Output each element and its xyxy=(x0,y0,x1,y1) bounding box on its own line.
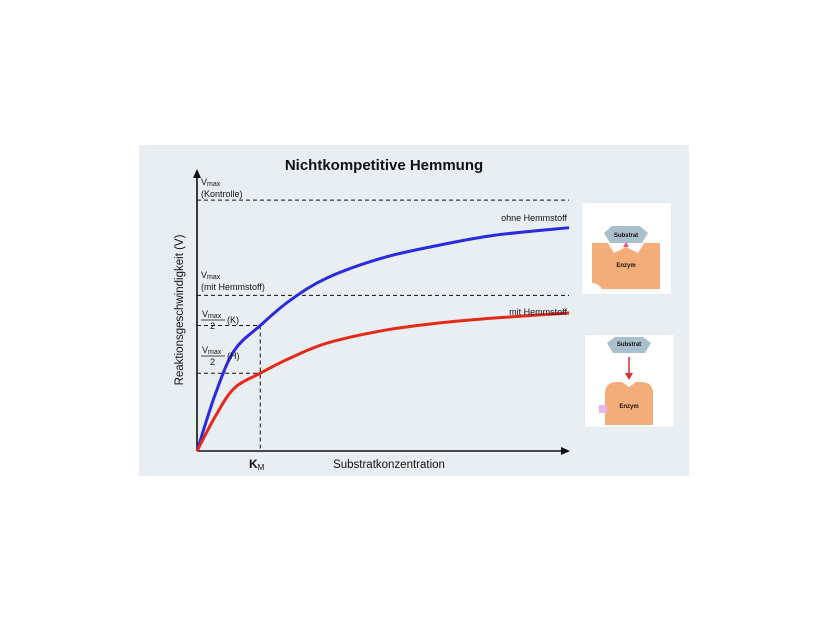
y-axis-label: Reaktionsgeschwindigkeit (V) xyxy=(174,234,186,385)
km-tick-label: KM xyxy=(249,457,265,472)
substrate-label: Substrat xyxy=(614,233,638,239)
vmax-kontrolle-sub: (Kontrolle) xyxy=(201,189,243,199)
substrate-shape xyxy=(607,337,651,353)
svg-text:Vmax: Vmax xyxy=(202,309,222,320)
axes xyxy=(193,169,570,455)
series-label-ohne: ohne Hemmstoff xyxy=(501,213,567,223)
chart-title: Nichtkompetitive Hemmung xyxy=(285,157,483,174)
svg-text:Vmax: Vmax xyxy=(201,177,221,188)
arrowhead xyxy=(625,373,633,380)
substrate-label: Substrat xyxy=(617,342,641,348)
half-vmax-k-tag: (K) xyxy=(227,315,239,325)
half-vmax-k-label: Vmax 2 (K) xyxy=(201,309,239,331)
series-line-mit-hemmstoff xyxy=(195,311,570,452)
vmax-hemmstoff-sub: (mit Hemmstoff) xyxy=(201,282,265,292)
inset-enzyme-inhibited: Substrat Enzym xyxy=(585,335,674,427)
chart: Nichtkompetitive Hemmung Reaktionsgeschw… xyxy=(174,157,570,472)
half-vmax-h-tag: (H) xyxy=(227,351,240,361)
svg-text:Vmax: Vmax xyxy=(202,345,222,356)
inset-enzyme-active: Substrat Enzym xyxy=(582,203,671,294)
series-line-ohne-hemmstoff xyxy=(195,226,570,452)
x-axis-label: Substratkonzentration xyxy=(333,459,445,471)
chart-panel: Nichtkompetitive Hemmung Reaktionsgeschw… xyxy=(139,145,689,476)
enzyme-shape xyxy=(592,243,660,289)
vmax-kontrolle-label: Vmax (Kontrolle) xyxy=(201,177,243,199)
enzyme-shape xyxy=(605,382,653,425)
inhibitor-shape xyxy=(599,405,607,413)
vmax-hemmstoff-label: Vmax (mit Hemmstoff) xyxy=(201,270,265,292)
svg-text:Vmax: Vmax xyxy=(201,270,221,281)
active-site xyxy=(623,242,629,247)
enzyme-substrate-illustration: Substrat Enzym xyxy=(592,226,660,289)
half-vmax-k-den: 2 xyxy=(210,321,215,331)
y-axis-arrow xyxy=(193,169,201,178)
series-label-mit: mit Hemmstoff xyxy=(509,307,567,317)
substrate-shape xyxy=(604,226,648,243)
enzyme-inhibitor-illustration: Substrat Enzym xyxy=(599,337,653,425)
enzyme-label: Enzym xyxy=(616,263,635,269)
half-vmax-h-label: Vmax 2 (H) xyxy=(201,345,240,367)
half-vmax-h-den: 2 xyxy=(210,357,215,367)
x-axis-arrow xyxy=(561,447,570,455)
guide-lines xyxy=(197,199,569,451)
enzyme-label: Enzym xyxy=(619,404,638,410)
